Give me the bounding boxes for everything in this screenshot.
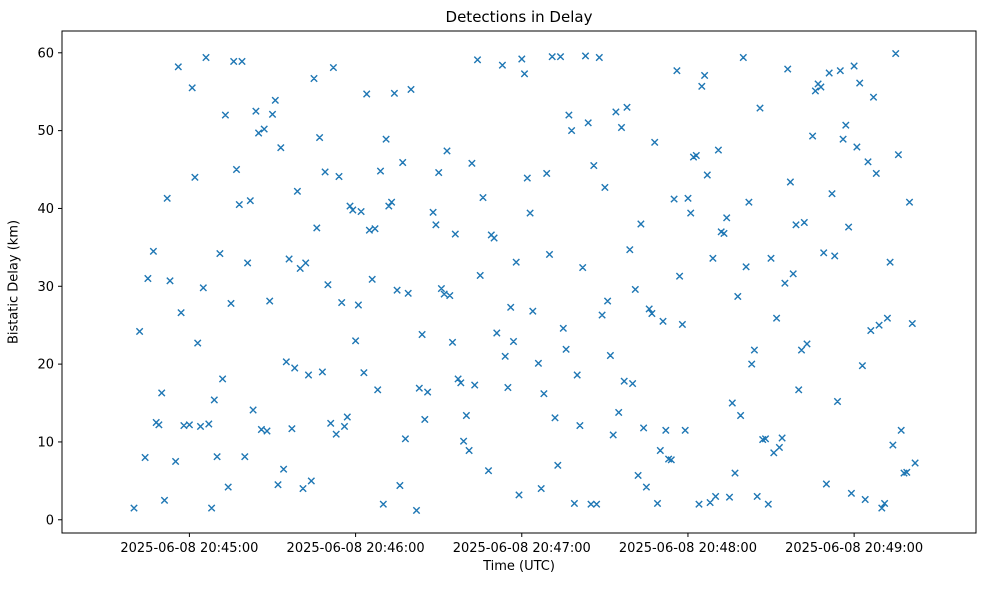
x-tick-label: 2025-06-08 20:45:00 <box>120 541 258 556</box>
y-tick-label: 40 <box>37 202 54 217</box>
y-tick-label: 50 <box>37 124 54 139</box>
y-axis-label: Bistatic Delay (km) <box>6 219 22 345</box>
y-tick-label: 0 <box>46 513 54 528</box>
x-tick-label: 2025-06-08 20:46:00 <box>287 541 425 556</box>
x-tick-label: 2025-06-08 20:48:00 <box>619 541 757 556</box>
y-tick-label: 20 <box>37 358 54 373</box>
y-tick-label: 60 <box>37 46 54 61</box>
plot-border <box>61 30 977 534</box>
plot-title: Detections in Delay <box>445 8 593 26</box>
y-axis-ticks: 0 10 20 30 40 50 60 <box>37 46 62 528</box>
x-axis-ticks: 2025-06-08 20:45:00 2025-06-08 20:46:00 20… <box>120 533 923 556</box>
y-tick-label: 10 <box>37 435 54 450</box>
scatter-points <box>130 49 919 515</box>
x-axis-label: Time (UTC) <box>483 559 555 574</box>
y-tick-label: 30 <box>37 280 54 295</box>
x-tick-label: 2025-06-08 20:47:00 <box>453 541 591 556</box>
x-tick-label: 2025-06-08 20:49:00 <box>785 541 923 556</box>
